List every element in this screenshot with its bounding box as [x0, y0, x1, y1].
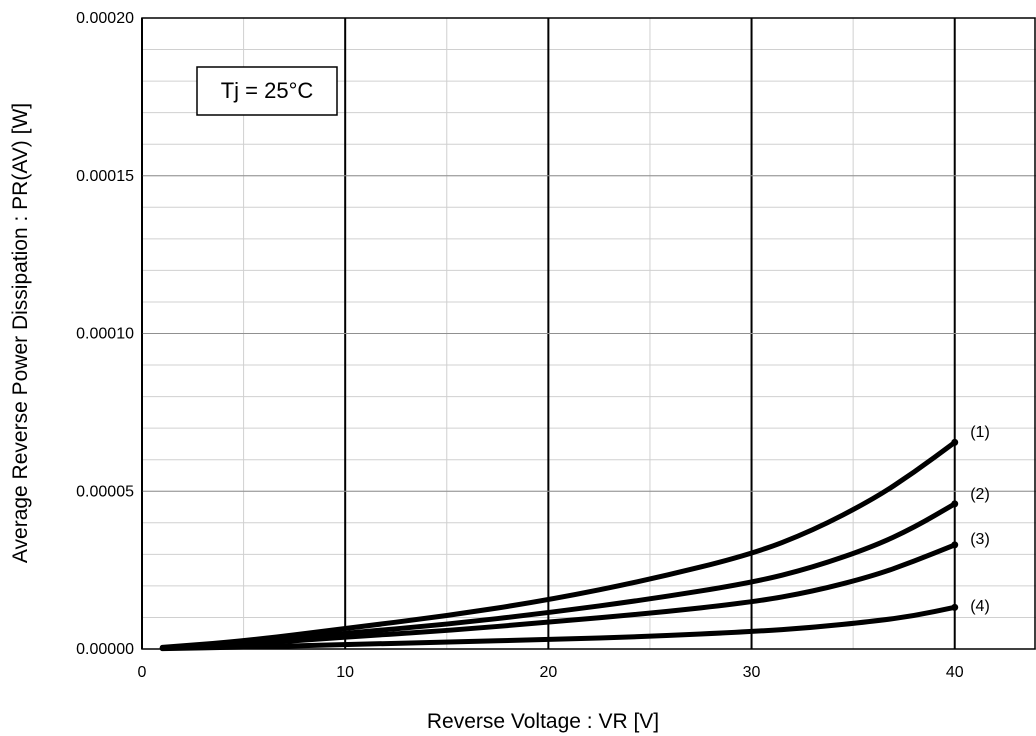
y-tick-labels: 0.00000 0.00005 0.00010 0.00015 0.00020	[76, 10, 134, 658]
annotation-box: Tj = 25°C	[196, 66, 338, 116]
series-endpoint-3	[951, 541, 959, 549]
x-tick-label: 0	[138, 664, 147, 681]
y-tick-label: 0.00010	[76, 326, 134, 343]
y-tick-label: 0.00000	[76, 641, 134, 658]
y-tick-label: 0.00015	[76, 168, 134, 185]
series-line-2	[159, 501, 958, 651]
y-axis-title: Average Reverse Power Dissipation : PR(A…	[9, 103, 32, 563]
x-axis-title: Reverse Voltage : VR [V]	[427, 710, 659, 733]
x-tick-label: 30	[743, 664, 761, 681]
y-tick-label: 0.00020	[76, 10, 134, 27]
series-line-3	[159, 542, 958, 651]
x-tick-labels: 0 10 20 30 40	[138, 664, 964, 681]
series-labels: (1) (2) (3) (4)	[970, 424, 990, 615]
x-tick-label: 40	[946, 664, 964, 681]
annotation-frame	[196, 66, 338, 116]
series-line-1	[159, 439, 958, 650]
y-tick-label: 0.00005	[76, 483, 134, 500]
series-label-2: (2)	[970, 486, 990, 503]
annotation-text: Tj = 25°C	[221, 78, 314, 103]
x-tick-label: 10	[336, 664, 354, 681]
plot-frame	[141, 17, 1036, 650]
series-endpoint-2	[951, 500, 959, 508]
series-label-3: (3)	[970, 531, 990, 548]
series-label-4: (4)	[970, 598, 990, 615]
series-endpoint-4	[951, 603, 959, 611]
series-line-4	[159, 604, 958, 652]
series-lines	[159, 438, 959, 652]
x-tick-label: 20	[539, 664, 557, 681]
series-endpoint-1	[951, 438, 959, 446]
series-label-1: (1)	[970, 424, 990, 441]
